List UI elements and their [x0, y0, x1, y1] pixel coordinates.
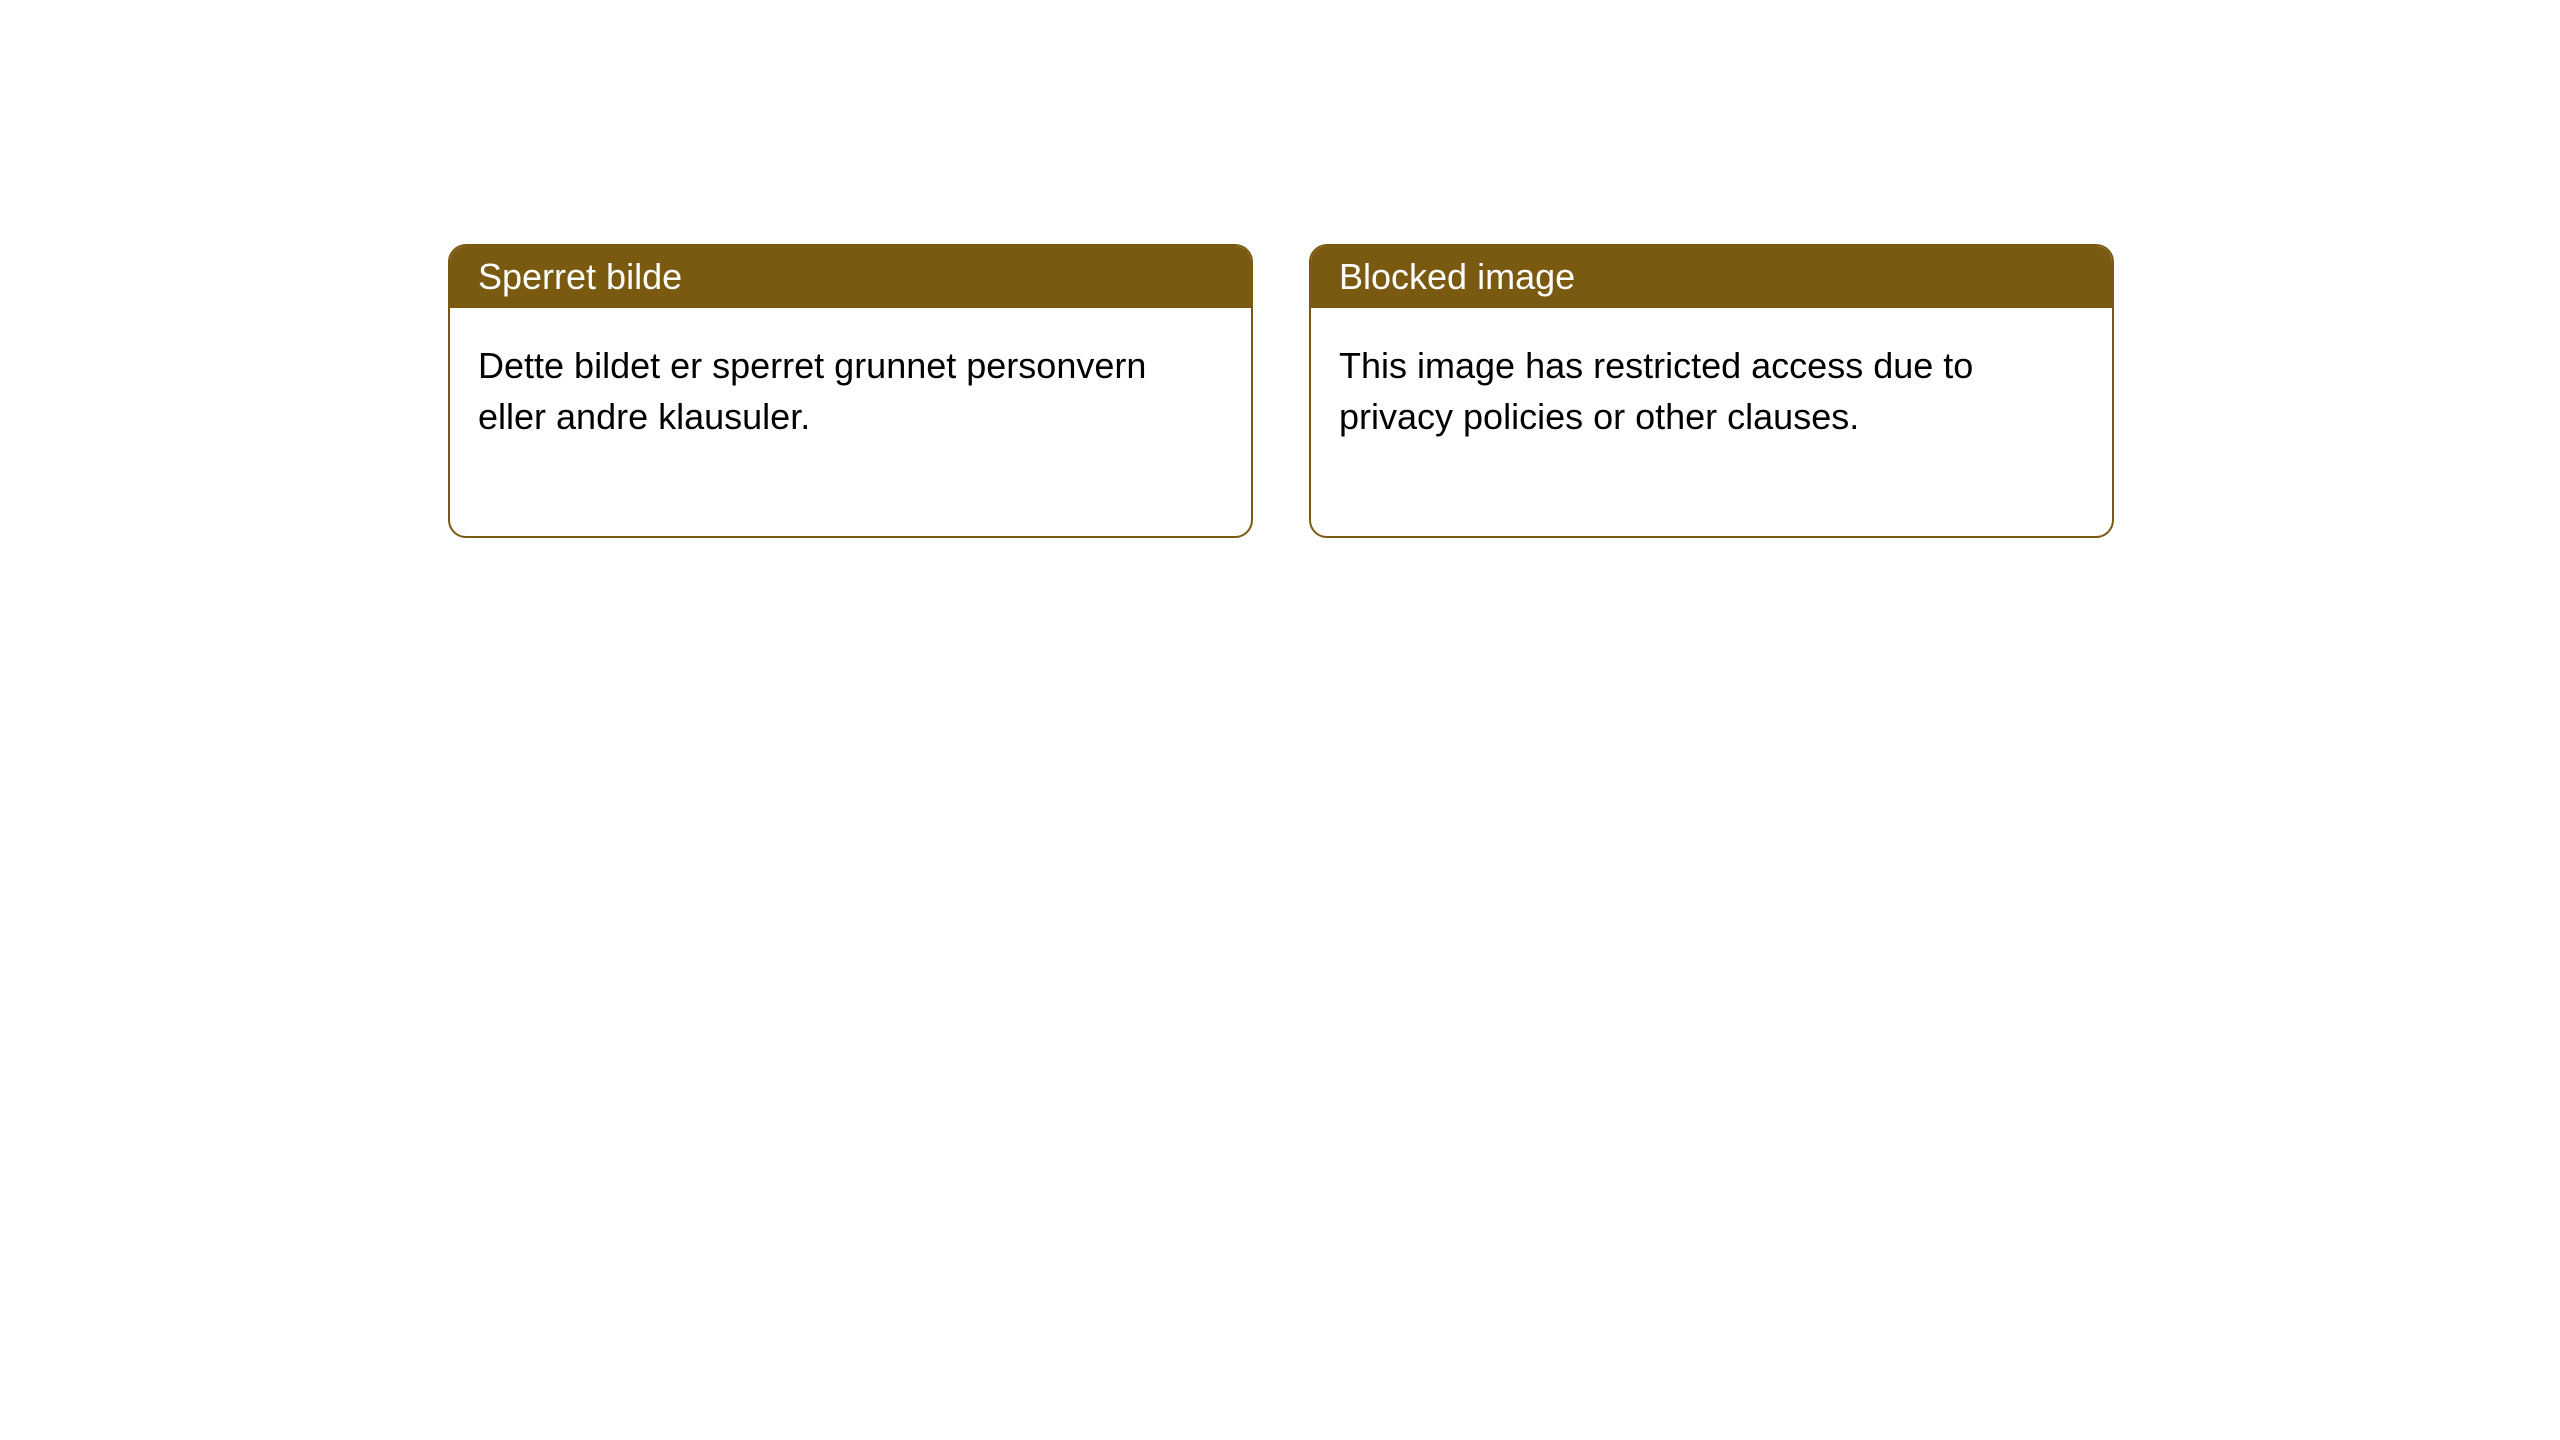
- notice-container: Sperret bilde Dette bildet er sperret gr…: [0, 0, 2560, 538]
- notice-title: Sperret bilde: [478, 256, 682, 297]
- notice-title: Blocked image: [1339, 256, 1575, 297]
- notice-header: Blocked image: [1311, 246, 2112, 308]
- notice-body: Dette bildet er sperret grunnet personve…: [450, 308, 1251, 536]
- notice-card-norwegian: Sperret bilde Dette bildet er sperret gr…: [448, 244, 1253, 538]
- notice-body-text: This image has restricted access due to …: [1339, 345, 1973, 437]
- notice-card-english: Blocked image This image has restricted …: [1309, 244, 2114, 538]
- notice-body-text: Dette bildet er sperret grunnet personve…: [478, 345, 1146, 437]
- notice-header: Sperret bilde: [450, 246, 1251, 308]
- notice-body: This image has restricted access due to …: [1311, 308, 2112, 536]
